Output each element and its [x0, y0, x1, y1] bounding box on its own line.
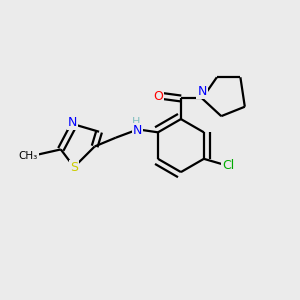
Text: N: N — [197, 85, 207, 98]
Text: H: H — [131, 117, 140, 127]
Text: O: O — [153, 90, 163, 103]
Text: Cl: Cl — [223, 159, 235, 172]
Text: N: N — [133, 124, 142, 137]
Text: CH₃: CH₃ — [19, 151, 38, 161]
Text: N: N — [68, 116, 77, 129]
Text: S: S — [70, 160, 78, 174]
